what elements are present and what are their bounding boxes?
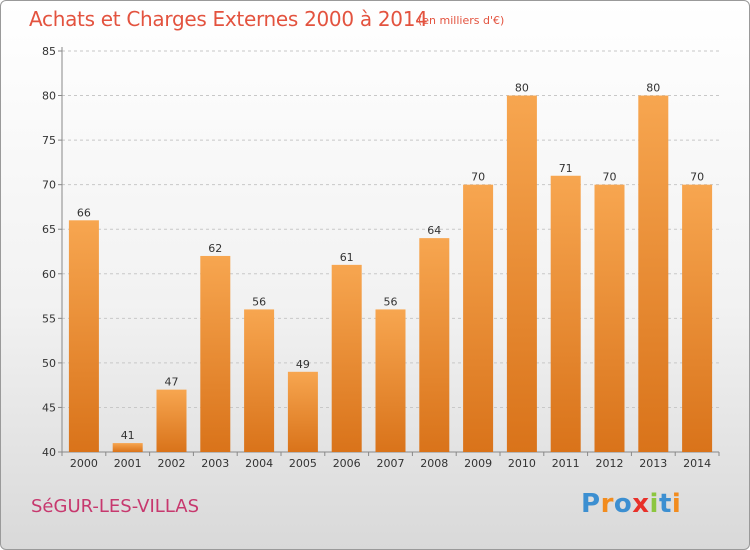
location-name: SéGUR-LES-VILLAS <box>31 496 199 517</box>
bar-value-label: 80 <box>515 82 529 95</box>
y-tick-label: 40 <box>42 446 56 459</box>
y-tick-label: 85 <box>42 45 56 58</box>
logo-letter: x <box>632 489 650 519</box>
bar-value-label: 62 <box>208 242 222 255</box>
bar <box>375 309 406 452</box>
logo-letter: t <box>658 489 672 519</box>
y-tick-label: 70 <box>42 179 56 192</box>
bar <box>331 264 362 452</box>
x-tick-label: 2006 <box>333 457 361 470</box>
bar <box>68 220 99 452</box>
chart-title: Achats et Charges Externes 2000 à 2014 <box>29 7 428 31</box>
x-tick-label: 2000 <box>70 457 98 470</box>
bar <box>638 95 669 453</box>
x-tick-label: 2004 <box>245 457 273 470</box>
chart-unit: (en milliers d'€) <box>418 14 505 27</box>
bar-value-label: 49 <box>296 358 310 371</box>
y-tick-label: 55 <box>42 312 56 325</box>
y-tick-label: 60 <box>42 268 56 281</box>
bar <box>506 95 537 453</box>
bar-value-label: 70 <box>471 171 485 184</box>
bar-value-label: 56 <box>384 295 398 308</box>
x-tick-label: 2010 <box>508 457 536 470</box>
bar <box>112 443 143 452</box>
bar-value-label: 41 <box>121 429 135 442</box>
bar <box>156 389 187 452</box>
x-tick-label: 2008 <box>420 457 448 470</box>
x-tick-label: 2011 <box>552 457 580 470</box>
logo-letter: r <box>600 489 614 519</box>
x-tick-label: 2007 <box>377 457 405 470</box>
logo-letter: i <box>649 489 659 519</box>
bar-value-label: 66 <box>77 206 91 219</box>
bar-value-label: 64 <box>427 224 441 237</box>
y-tick-label: 50 <box>42 357 56 370</box>
proxiti-logo[interactable]: Proxiti <box>581 489 681 519</box>
y-tick-label: 80 <box>42 90 56 103</box>
x-tick-label: 2009 <box>464 457 492 470</box>
y-tick-label: 45 <box>42 401 56 414</box>
bar <box>200 255 231 452</box>
bar-value-label: 80 <box>646 82 660 95</box>
labels: 40 45 50 55 60 65 70 75 80 85 66 2000 41 2001 47 2002 62… <box>42 45 711 470</box>
bar-value-label: 70 <box>690 171 704 184</box>
bar <box>419 238 450 452</box>
bar-value-label: 70 <box>603 171 617 184</box>
x-tick-label: 2013 <box>639 457 667 470</box>
logo-letter: i <box>671 489 682 519</box>
x-tick-label: 2001 <box>114 457 142 470</box>
x-tick-label: 2014 <box>683 457 711 470</box>
x-tick-label: 2002 <box>158 457 186 470</box>
bar <box>594 184 625 452</box>
bar-value-label: 47 <box>165 376 179 389</box>
bar-value-label: 61 <box>340 251 354 264</box>
bar <box>244 309 275 452</box>
bar <box>463 184 494 452</box>
x-tick-label: 2005 <box>289 457 317 470</box>
bar-value-label: 56 <box>252 295 266 308</box>
bar <box>550 175 581 452</box>
logo-letter: o <box>613 489 633 519</box>
y-tick-label: 65 <box>42 223 56 236</box>
y-tick-label: 75 <box>42 134 56 147</box>
x-tick-label: 2012 <box>596 457 624 470</box>
x-tick-label: 2003 <box>201 457 229 470</box>
bars <box>68 95 713 453</box>
bar <box>287 371 318 452</box>
bar-value-label: 71 <box>559 162 573 175</box>
bar <box>682 184 713 452</box>
logo-letter: P <box>581 489 601 519</box>
